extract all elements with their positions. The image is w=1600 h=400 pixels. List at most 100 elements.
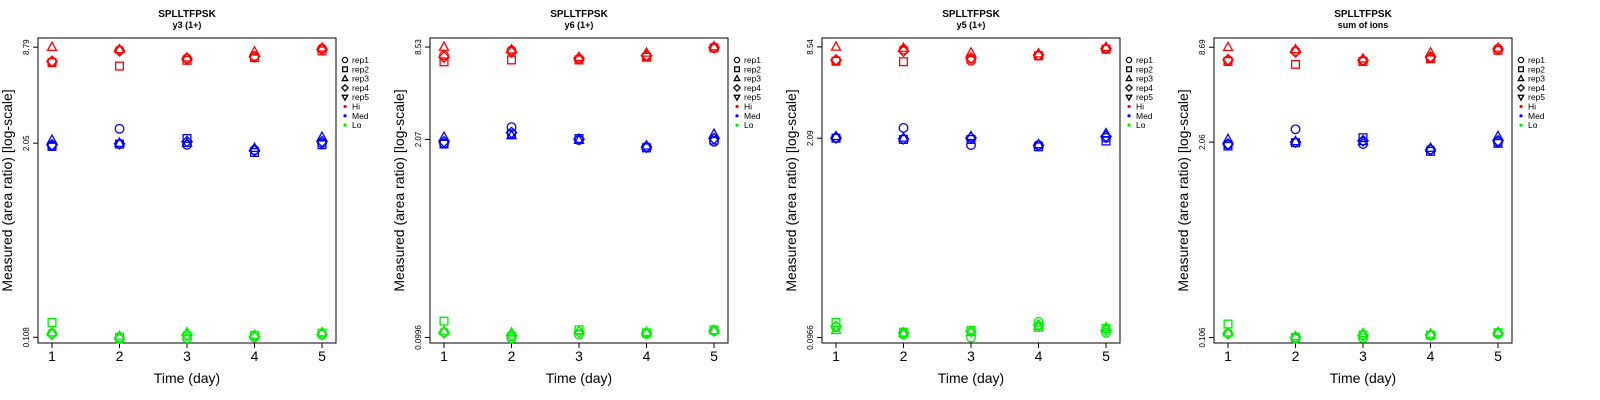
legend-label: rep3 [1136,74,1153,84]
data-point-med-rep3 [438,130,450,141]
x-tick-label: 1 [832,348,840,364]
data-point-med-rep4 [829,131,843,144]
y-axis-label: Measured (area ratio) [log-scale] [0,89,15,291]
y-tick-label: 0.108 [22,327,31,348]
data-point-med-rep4 [45,138,59,151]
legend-symbol-rep5 [733,94,741,102]
data-point-lo-rep3 [897,327,910,338]
data-point-hi-rep4 [707,41,721,54]
data-point-lo-rep4 [248,330,261,343]
y-axis-label: Measured (area ratio) [log-scale] [391,89,407,291]
legend-label: rep4 [1528,83,1545,93]
data-point-lo-rep4 [572,326,586,339]
data-point-hi-rep4 [1424,50,1437,64]
data-point-med-rep3 [1357,135,1369,146]
legend-label: Med [744,111,761,121]
data-point-med-rep4 [1424,143,1437,156]
legend-label: rep4 [1136,83,1153,93]
legend-label: rep1 [1136,55,1153,65]
legend-label: rep3 [1528,74,1545,84]
data-point-hi-rep3 [46,40,58,52]
data-point-hi-rep2 [114,61,125,71]
data-point-med-rep1 [966,140,976,151]
data-point-hi-rep4 [964,51,978,65]
legend-label: rep1 [1528,55,1545,65]
data-point-hi-rep4 [1356,54,1370,67]
legend-symbol-rep4 [340,83,350,92]
data-point-med-rep2 [182,133,192,144]
data-point-lo-rep4 [437,326,451,339]
data-point-hi-rep4 [1491,43,1505,56]
legend-symbol-lo [735,123,739,127]
data-point-hi-rep4 [572,52,586,65]
x-tick-label: 2 [508,348,516,364]
legend-symbol-rep1 [733,56,741,64]
x-axis-label: Time (day) [546,370,612,386]
data-point-lo-rep1 [966,332,976,343]
data-point-med-rep3 [113,136,126,148]
data-point-hi-rep3 [438,40,450,51]
data-point-hi-rep4 [113,44,126,58]
chart-title: SPLLTFPSK [942,9,1000,20]
data-point-med-rep4 [1491,134,1505,147]
chart-title: SPLLTFPSK [1334,9,1392,20]
legend-label: Lo [1528,120,1538,130]
data-point-med-rep4 [1032,139,1045,152]
x-tick-label: 3 [1359,348,1367,364]
x-tick-label: 4 [643,348,651,364]
legend-symbol-rep5 [1125,94,1133,102]
data-point-med-rep3 [1492,129,1504,141]
data-point-med-rep3 [1222,132,1234,144]
x-tick-label: 5 [318,348,326,364]
data-point-med-rep4 [964,131,978,144]
chart-subtitle: y3 (1+) [173,20,202,30]
x-tick-label: 3 [967,348,975,364]
data-point-med-rep1 [1290,124,1301,135]
data-point-med-rep1 [114,123,125,134]
legend-symbol-rep3 [341,74,349,82]
y-axis-label: Measured (area ratio) [log-scale] [1175,89,1191,291]
x-tick-label: 4 [1427,348,1435,364]
data-point-lo-rep4 [897,326,910,339]
legend-symbol-rep5 [341,94,349,102]
data-point-hi-rep2 [1290,59,1301,69]
data-point-lo-rep4 [1221,327,1235,340]
x-tick-label: 2 [900,348,908,364]
legend-label: rep2 [352,64,369,74]
legend-symbol-hi [1127,104,1131,109]
x-tick-label: 5 [1494,348,1502,364]
data-point-hi-rep3 [965,46,977,57]
legend-label: rep5 [1528,92,1545,102]
y-tick-label: 8.53 [414,39,423,55]
data-point-hi-rep4 [315,43,329,56]
chart-subtitle: y6 (1+) [565,20,594,30]
legend-symbol-lo [1519,123,1523,127]
data-point-med-rep3 [46,133,58,144]
legend-label: rep4 [352,83,369,93]
data-point-lo-rep4 [505,329,518,342]
data-point-lo-rep3 [1357,326,1369,338]
legend-symbol-rep4 [1124,83,1134,92]
data-point-hi-rep3 [1424,46,1437,57]
y-tick-label: 8.79 [22,39,31,55]
data-point-hi-rep3 [505,43,518,54]
y-tick-label: 0.0996 [414,325,423,350]
plot-frame [37,37,337,344]
y-tick-label: 8.54 [806,39,815,55]
legend-label: rep2 [1528,64,1545,74]
data-point-hi-rep4 [640,49,653,62]
data-point-med-rep3 [573,133,585,144]
data-point-hi-rep4 [45,55,59,68]
data-point-med-rep4 [113,137,126,150]
data-point-med-rep2 [317,140,327,150]
data-point-med-rep4 [180,135,194,148]
legend-symbol-rep5 [1517,94,1525,102]
data-point-med-rep3 [897,131,910,142]
data-point-med-rep4 [437,135,451,148]
x-tick-label: 1 [48,348,56,364]
data-point-lo-rep4 [829,320,843,333]
plot-frame [1213,37,1513,344]
